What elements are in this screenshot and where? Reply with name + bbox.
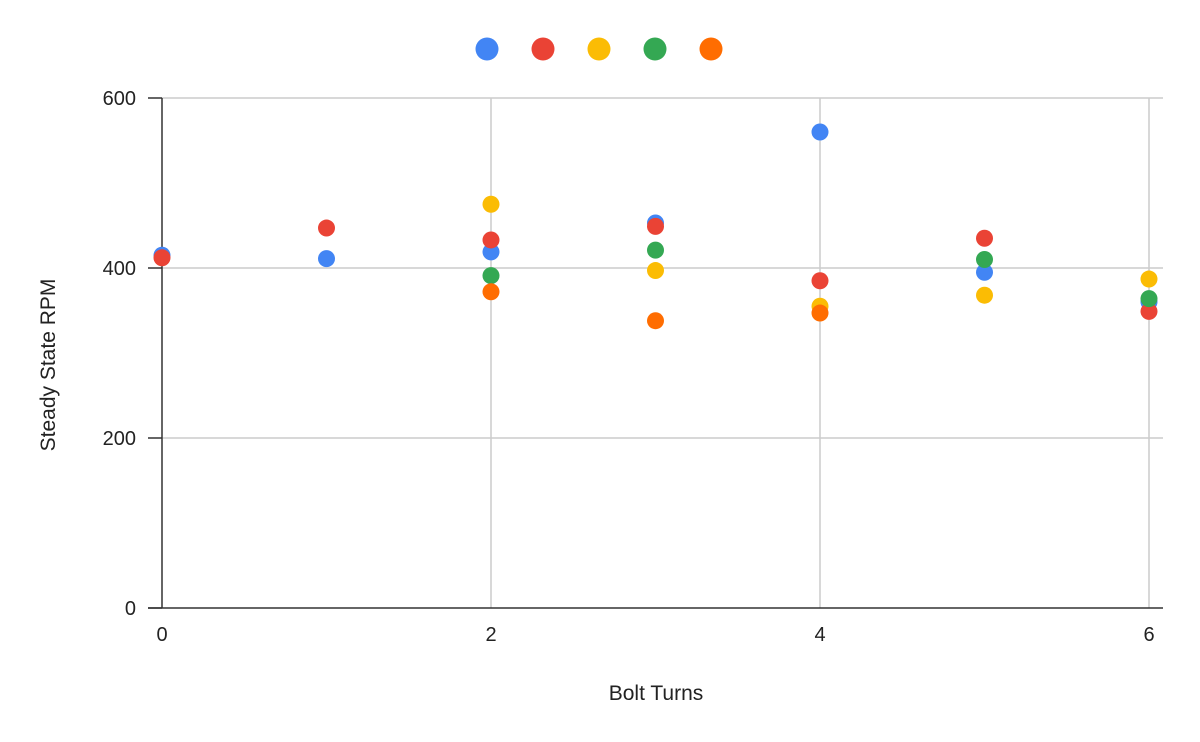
y-tick-label: 400 — [103, 258, 136, 280]
data-point — [976, 229, 993, 247]
data-point — [811, 123, 829, 141]
data-point — [482, 231, 500, 249]
data-point — [647, 312, 664, 330]
x-tick-label: 2 — [485, 624, 496, 646]
y-tick-label: 600 — [103, 88, 136, 110]
data-point — [976, 251, 993, 268]
data-point — [318, 250, 335, 268]
tick-labels: 0 200 400 600 0 2 4 6 — [103, 88, 1155, 646]
legend — [475, 37, 723, 61]
y-tick-label: 200 — [103, 428, 136, 450]
y-axis-title: Steady State RPM — [37, 279, 60, 452]
data-point — [1140, 302, 1158, 320]
gridlines — [162, 97, 1163, 608]
data-point — [482, 195, 500, 213]
data-points — [153, 123, 1158, 330]
data-point — [1140, 290, 1158, 308]
data-point — [811, 304, 829, 322]
data-point — [482, 267, 500, 285]
data-point — [482, 283, 500, 301]
x-tick-label: 4 — [814, 624, 825, 646]
data-point — [318, 219, 335, 237]
legend-swatch — [531, 37, 555, 61]
legend-swatch — [587, 37, 611, 61]
y-tick-label: 0 — [125, 598, 136, 620]
data-point — [811, 272, 829, 290]
data-point — [976, 286, 993, 304]
data-point — [647, 241, 664, 259]
legend-swatch — [475, 37, 499, 61]
axes — [148, 97, 1163, 609]
legend-swatch — [699, 37, 723, 61]
legend-swatch — [643, 37, 667, 61]
x-tick-label: 6 — [1143, 624, 1154, 646]
x-axis-title: Bolt Turns — [609, 682, 704, 705]
data-point — [482, 243, 500, 261]
data-point — [647, 217, 664, 235]
data-point — [1140, 270, 1158, 288]
data-point — [976, 263, 993, 281]
data-point — [153, 249, 171, 267]
x-tick-label: 0 — [156, 624, 167, 646]
data-point — [647, 262, 664, 280]
